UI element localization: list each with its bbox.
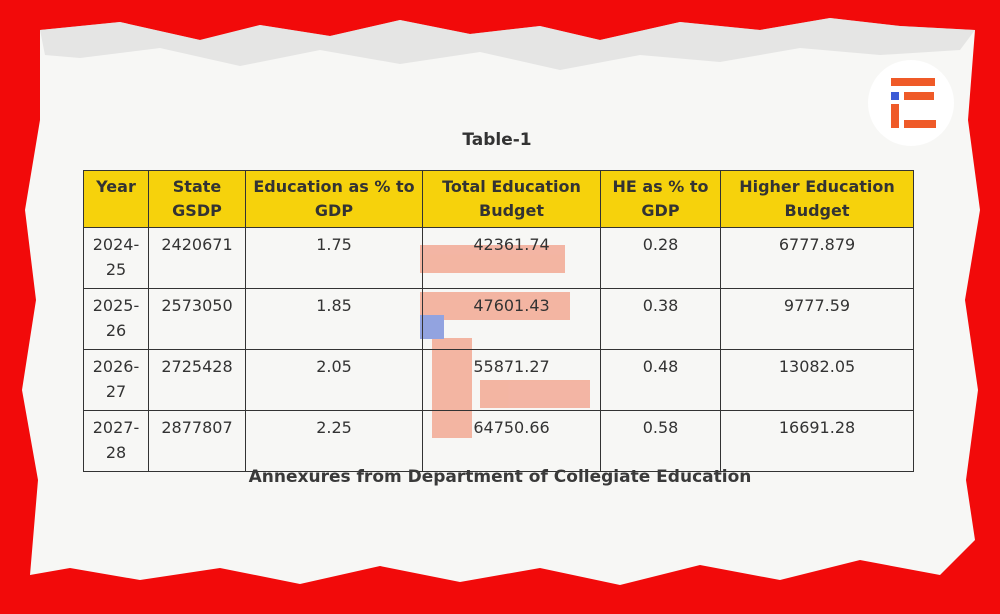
- table-cell: 42361.74: [422, 227, 601, 289]
- header-cell: State GSDP: [148, 170, 246, 228]
- table-cell: 0.58: [600, 410, 721, 472]
- header-cell: HE as % to GDP: [600, 170, 721, 228]
- table-row: 2025-26 2573050 1.85 47601.43 0.38 9777.59: [83, 288, 914, 350]
- table-cell: 55871.27: [422, 349, 601, 411]
- table-cell: 0.28: [600, 227, 721, 289]
- header-cell: Total Education Budget: [422, 170, 601, 228]
- table-cell: 2725428: [148, 349, 246, 411]
- table-cell: 9777.59: [720, 288, 914, 350]
- table-cell: 2027-28: [83, 410, 149, 472]
- header-cell: Education as % to GDP: [245, 170, 423, 228]
- header-cell: Year: [83, 170, 149, 228]
- table-row: 2024-25 2420671 1.75 42361.74 0.28 6777.879: [83, 227, 914, 289]
- header-cell: Higher Education Budget: [720, 170, 914, 228]
- table-cell: 1.75: [245, 227, 423, 289]
- logo: [868, 60, 954, 146]
- table-cell: 64750.66: [422, 410, 601, 472]
- table-cell: 0.48: [600, 349, 721, 411]
- table-cell: 2024-25: [83, 227, 149, 289]
- table-cell: 2.25: [245, 410, 423, 472]
- table-cell: 47601.43: [422, 288, 601, 350]
- table-cell: 2877807: [148, 410, 246, 472]
- table-title: Table-1: [462, 130, 532, 150]
- table-cell: 0.38: [600, 288, 721, 350]
- table-row: 2026-27 2725428 2.05 55871.27 0.48 13082.05: [83, 349, 914, 411]
- table-cell: 2420671: [148, 227, 246, 289]
- table-cell: 2026-27: [83, 349, 149, 411]
- table-cell: 1.85: [245, 288, 423, 350]
- header-row: Year State GSDP Education as % to GDP Total…: [83, 170, 914, 228]
- table-row: 2027-28 2877807 2.25 64750.66 0.58 16691.28: [83, 410, 914, 472]
- table-cell: 6777.879: [720, 227, 914, 289]
- table-cell: 13082.05: [720, 349, 914, 411]
- table-cell: 16691.28: [720, 410, 914, 472]
- caption: Annexures from Department of Collegiate …: [248, 467, 752, 487]
- table-cell: 2573050: [148, 288, 246, 350]
- data-table: Year State GSDP Education as % to GDP Total…: [83, 170, 914, 472]
- table-cell: 2025-26: [83, 288, 149, 350]
- table-cell: 2.05: [245, 349, 423, 411]
